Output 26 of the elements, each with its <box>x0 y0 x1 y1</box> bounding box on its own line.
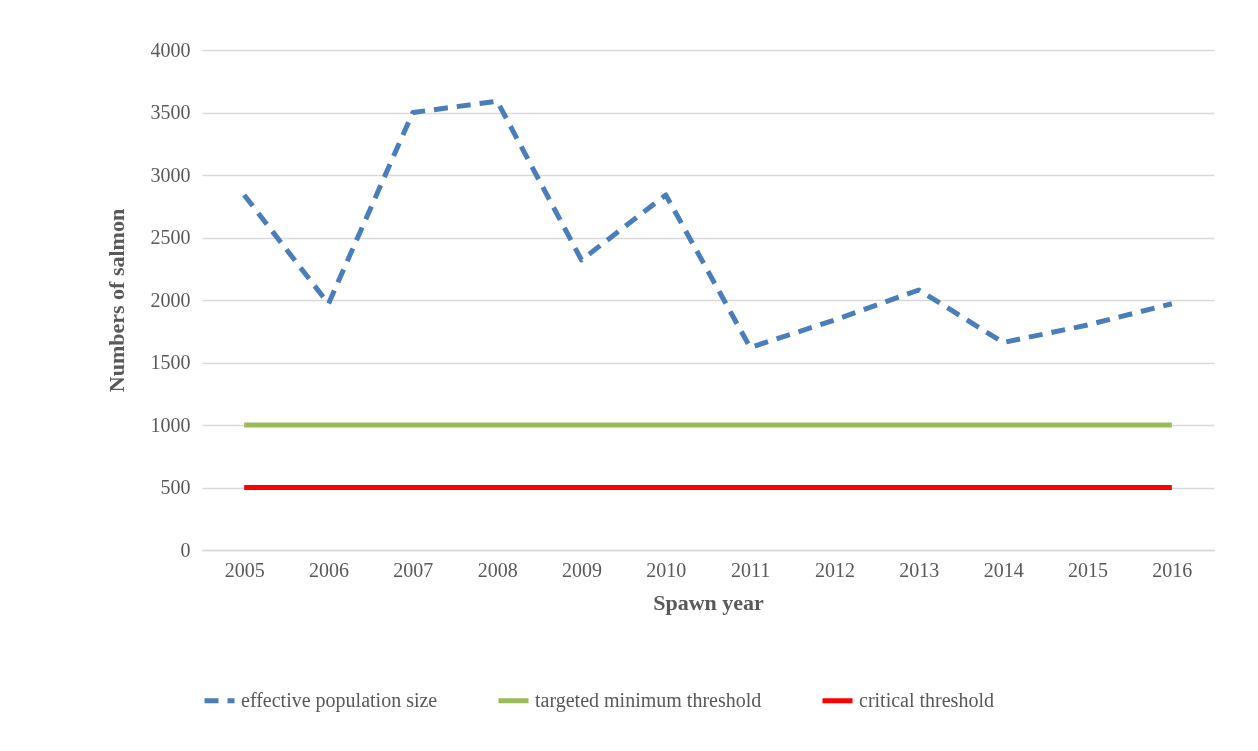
x-tick-label: 2007 <box>393 558 434 581</box>
y-tick-label: 2500 <box>150 226 191 248</box>
x-tick-label: 2011 <box>731 558 771 581</box>
x-tick-label: 2006 <box>309 558 349 581</box>
x-tick-label: 2016 <box>1152 558 1193 581</box>
y-axis-title: Numbers of salmon <box>103 208 129 393</box>
x-tick-label: 2009 <box>562 558 602 581</box>
legend-label: effective population size <box>241 688 438 712</box>
legend-label: targeted minimum threshold <box>535 688 762 712</box>
x-axis-title: Spawn year <box>653 589 765 615</box>
y-tick-label: 3500 <box>150 101 191 123</box>
x-tick-label: 2010 <box>646 558 687 581</box>
x-tick-label: 2015 <box>1068 558 1108 581</box>
y-tick-label: 500 <box>160 476 191 498</box>
y-tick-label: 1500 <box>150 351 191 373</box>
x-tick-label: 2008 <box>477 558 518 581</box>
x-tick-label: 2014 <box>983 558 1024 581</box>
y-tick-label: 4000 <box>150 38 191 61</box>
y-tick-label: 0 <box>180 538 191 561</box>
x-tick-label: 2013 <box>899 558 940 581</box>
y-tick-label: 2000 <box>150 288 191 311</box>
x-tick-label: 2012 <box>815 558 855 581</box>
y-tick-label: 1000 <box>150 413 191 436</box>
x-tick-label: 2005 <box>224 558 265 581</box>
y-tick-label: 3000 <box>150 163 191 186</box>
legend-label: critical threshold <box>859 688 994 711</box>
